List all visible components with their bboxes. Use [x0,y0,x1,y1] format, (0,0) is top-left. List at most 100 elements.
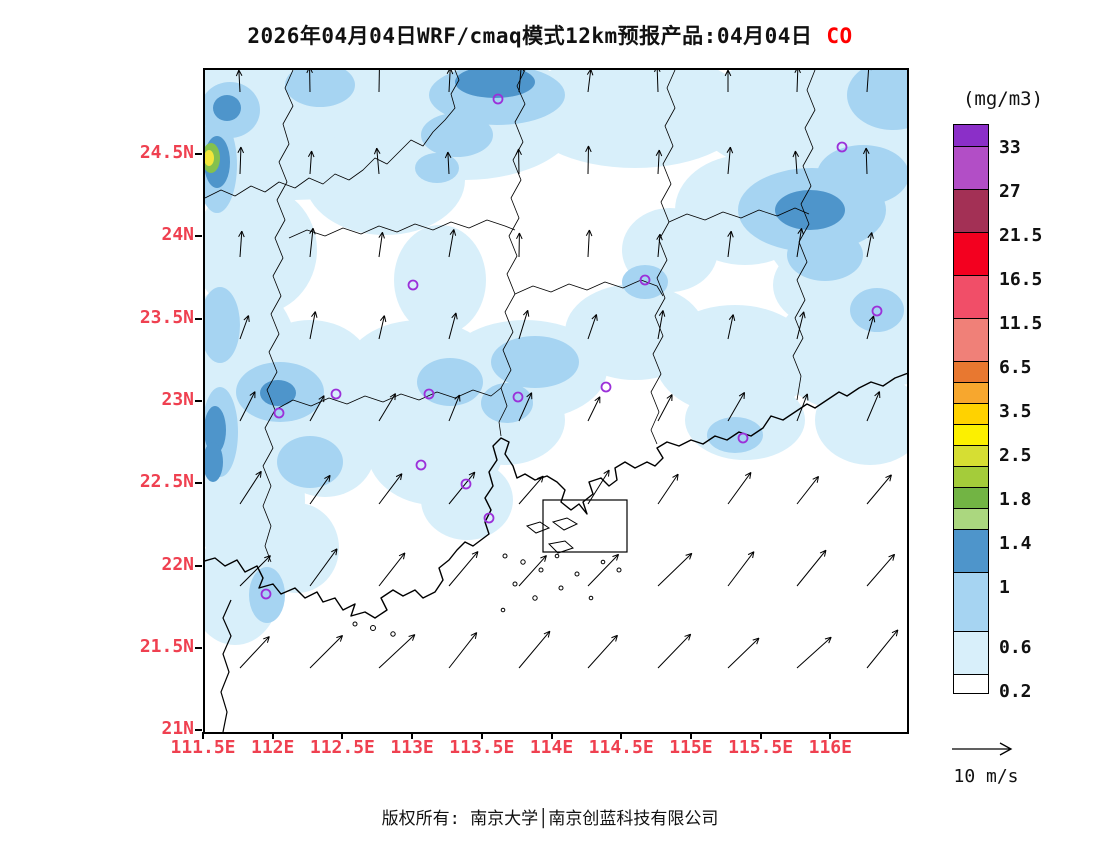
wind-arrow [796,311,805,340]
wind-scale-label: 10 m/s [953,766,1019,787]
wind-arrow [448,632,478,669]
y-axis-tick [195,564,202,567]
wind-arrow [239,146,242,175]
wind-arrow [239,391,256,422]
wind-arrow [866,553,895,587]
wind-arrow [657,473,679,505]
station-marker [460,478,472,490]
wind-arrow [587,396,601,422]
station-marker [273,407,285,419]
colorbar-tick-label: 0.2 [999,681,1032,702]
wind-arrow [238,70,241,93]
colorbar-tick-label: 1.4 [999,533,1032,554]
x-axis-tick [271,732,274,739]
y-axis-tick [195,399,202,402]
wind-arrow [866,474,892,505]
wind-arrow [447,152,450,175]
station-marker [260,588,272,600]
colorbar-segment [953,445,989,467]
station-markers [260,93,883,600]
island [600,559,606,565]
y-axis-label: 21N [161,718,194,740]
y-axis-label: 24N [161,224,194,246]
x-axis-tick [411,732,414,739]
colorbar-segment [953,189,989,233]
x-axis-tick [341,732,344,739]
colorbar-tick-label: 1 [999,577,1010,598]
x-axis-label: 114.5E [588,737,654,758]
island [390,631,396,637]
colorbar-tick-label: 1.8 [999,489,1032,510]
x-axis-label: 114E [529,737,574,758]
wind-arrow [657,552,693,587]
x-axis-tick [550,732,553,739]
colorbar-segment [953,572,989,632]
x-axis-label: 113.5E [449,737,515,758]
station-marker [639,274,651,286]
island [588,595,594,601]
x-axis-tick [689,732,692,739]
island [574,571,580,577]
wind-arrow [796,70,799,93]
x-axis-label: 113E [390,737,434,758]
colorbar-unit: (mg/m3) [962,88,1044,110]
wind-arrow [657,150,660,175]
island [512,581,518,587]
x-axis-label: 115.5E [728,737,794,758]
copyright-footer: 版权所有: 南京大学│南京创蓝科技有限公司 [0,804,1100,829]
x-axis-label: 116E [808,737,852,758]
colorbar-segment [953,232,989,276]
station-marker [492,93,504,105]
wind-arrow [794,151,798,175]
island [532,595,538,601]
wind-arrow [727,472,752,505]
wind-arrow [657,310,664,340]
island [551,517,579,531]
colorbar [953,124,989,694]
colorbar-tick-label: 0.6 [999,637,1032,658]
wind-arrow [727,314,734,340]
wind-arrow [378,393,396,422]
wind-arrow [448,70,451,93]
wind-arrow [796,228,803,258]
station-marker [330,388,342,400]
wind-arrow [866,391,880,422]
island [520,559,526,565]
map-frame [203,68,909,734]
x-axis-label: 111.5E [170,737,236,758]
co-band-2.5-3.5 [205,150,214,166]
wind-arrow [727,147,731,175]
island [538,567,544,573]
wind-arrows [235,70,899,669]
colorbar-segment [953,361,989,383]
wind-arrow [865,147,868,175]
wind-arrow [378,473,403,505]
colorbar-segment [953,487,989,509]
colorbar-segment [953,674,989,694]
district-boundary [205,70,460,199]
wind-arrow [518,70,522,93]
wind-arrow [796,636,832,669]
district-boundary [650,70,676,445]
wind-arrow [587,314,597,340]
station-marker [836,141,848,153]
wind-arrow [866,70,870,93]
station-marker [407,279,419,291]
wind-arrow [587,230,590,258]
island [558,585,564,591]
colorbar-tick-label: 16.5 [999,269,1043,290]
wind-arrow [587,469,610,505]
y-axis-tick [195,153,202,155]
wind-arrow [448,312,457,340]
station-marker [512,391,524,403]
wind-arrow [309,475,331,505]
wind-arrow [518,310,529,340]
district-boundary [288,219,516,239]
wind-arrow [309,151,313,175]
x-axis-label: 115E [669,737,713,758]
y-axis-tick [195,729,202,732]
island [370,625,376,631]
colorbar-segment [953,318,989,362]
wind-arrow [376,148,380,175]
district-boundary [498,70,526,437]
